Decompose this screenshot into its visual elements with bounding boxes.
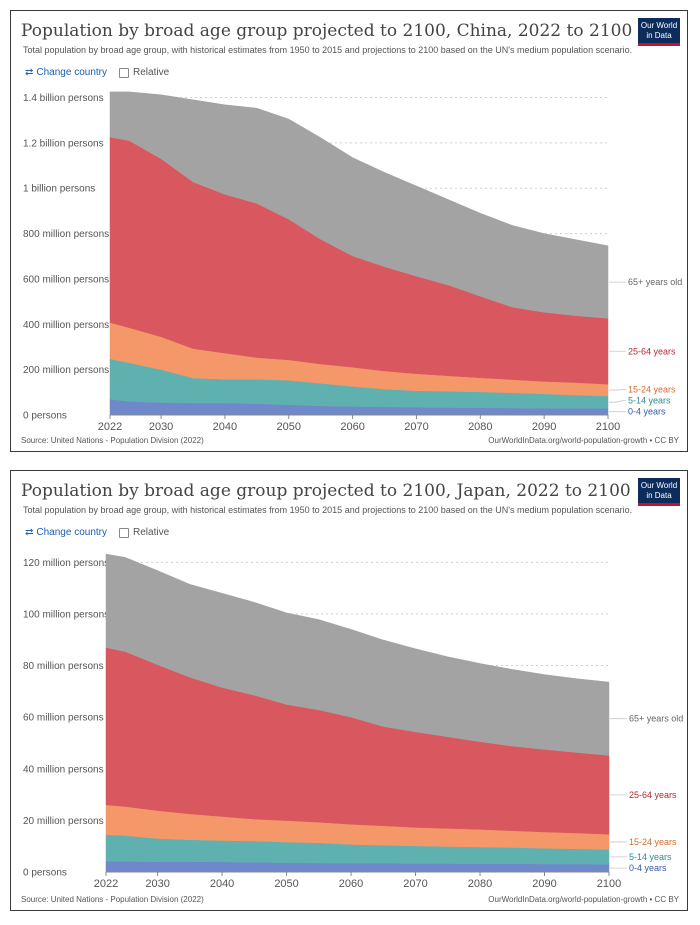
area-65-years-old[interactable] [105,553,610,756]
chart-title: Population by broad age group projected … [21,21,633,41]
x-tick-label: 2080 [468,878,492,890]
x-tick-label: 2070 [404,421,428,433]
y-tick-label: 80 million persons [23,661,104,672]
source-note: Source: United Nations - Population Divi… [21,436,204,445]
owid-logo[interactable]: Our World in Data [638,18,680,46]
change-country-label: Change country [36,67,107,78]
relative-checkbox[interactable] [119,527,129,538]
chart-controls: ⇄ Change country Relative [25,527,169,538]
x-tick-label: 2022 [98,421,122,433]
y-tick-label: 40 million persons [23,764,104,775]
swap-arrows-icon: ⇄ [25,67,34,78]
series-label[interactable]: 5-14 years [629,852,672,862]
chart-title: Population by broad age group projected … [21,481,631,501]
y-tick-label: 1.2 billion persons [23,138,104,149]
chart-panel-china: Population by broad age group projected … [10,10,688,452]
y-tick-label: 0 persons [23,868,67,879]
owid-logo[interactable]: Our World in Data [638,478,680,506]
series-label[interactable]: 15-24 years [628,385,676,395]
series-label-connector [609,400,626,403]
relative-label: Relative [133,527,170,538]
y-tick-label: 1.4 billion persons [23,93,104,104]
area-chart-japan: 0 persons 20 million persons 40 million pe… [23,553,683,890]
y-tick-label: 100 million persons [23,609,109,620]
x-tick-label: 2080 [468,421,492,433]
source-url-link[interactable]: OurWorldInData.org/world-population-grow… [488,895,679,904]
y-tick-label: 60 million persons [23,713,104,724]
y-tick-label: 0 persons [23,411,67,422]
x-tick-label: 2090 [532,421,556,433]
chart-subtitle: Total population by broad age group, wit… [23,45,633,55]
swap-arrows-icon: ⇄ [25,527,34,538]
series-label[interactable]: 0-4 years [628,407,666,417]
x-tick-label: 2090 [532,878,556,890]
relative-toggle[interactable]: Relative [119,67,169,78]
area-65-years-old[interactable] [109,91,609,319]
chart-controls: ⇄ Change country Relative [25,67,169,78]
y-tick-label: 120 million persons [23,558,109,569]
change-country-button[interactable]: ⇄ Change country [25,67,107,78]
logo-line1: Our World [640,21,678,30]
x-tick-label: 2030 [145,878,169,890]
y-tick-label: 1 billion persons [23,184,95,195]
x-tick-label: 2050 [277,421,301,433]
area-chart-china: 0 persons 200 million persons 400 million … [23,91,682,433]
source-note: Source: United Nations - Population Divi… [21,895,204,904]
relative-label: Relative [133,67,170,78]
x-tick-label: 2070 [403,878,427,890]
series-label[interactable]: 25-64 years [628,346,676,356]
series-label[interactable]: 15-24 years [629,837,677,847]
y-tick-label: 20 million persons [23,816,104,827]
change-country-label: Change country [36,527,107,538]
x-tick-label: 2040 [213,421,237,433]
y-tick-label: 200 million persons [23,365,109,376]
logo-line1: Our World [640,481,678,490]
relative-toggle[interactable]: Relative [119,527,169,538]
source-url-link[interactable]: OurWorldInData.org/world-population-grow… [488,436,679,445]
chart-subtitle: Total population by broad age group, wit… [23,505,633,515]
change-country-button[interactable]: ⇄ Change country [25,527,107,538]
x-tick-label: 2060 [339,878,363,890]
y-tick-label: 600 million persons [23,274,109,285]
x-tick-label: 2040 [210,878,234,890]
logo-line2: in Data [646,491,672,500]
series-label[interactable]: 5-14 years [628,396,671,406]
x-tick-label: 2022 [94,878,118,890]
logo-line2: in Data [646,31,672,40]
x-tick-label: 2060 [340,421,364,433]
x-tick-label: 2030 [149,421,173,433]
series-label[interactable]: 65+ years old [628,277,682,287]
chart-panel-japan: Population by broad age group projected … [10,470,688,911]
series-label[interactable]: 0-4 years [629,863,667,873]
y-tick-label: 400 million persons [23,320,109,331]
relative-checkbox[interactable] [119,67,129,78]
x-tick-label: 2100 [596,421,620,433]
series-label[interactable]: 65+ years old [629,714,683,724]
y-tick-label: 800 million persons [23,229,109,240]
series-label[interactable]: 25-64 years [629,790,677,800]
x-tick-label: 2050 [274,878,298,890]
x-tick-label: 2100 [597,878,621,890]
